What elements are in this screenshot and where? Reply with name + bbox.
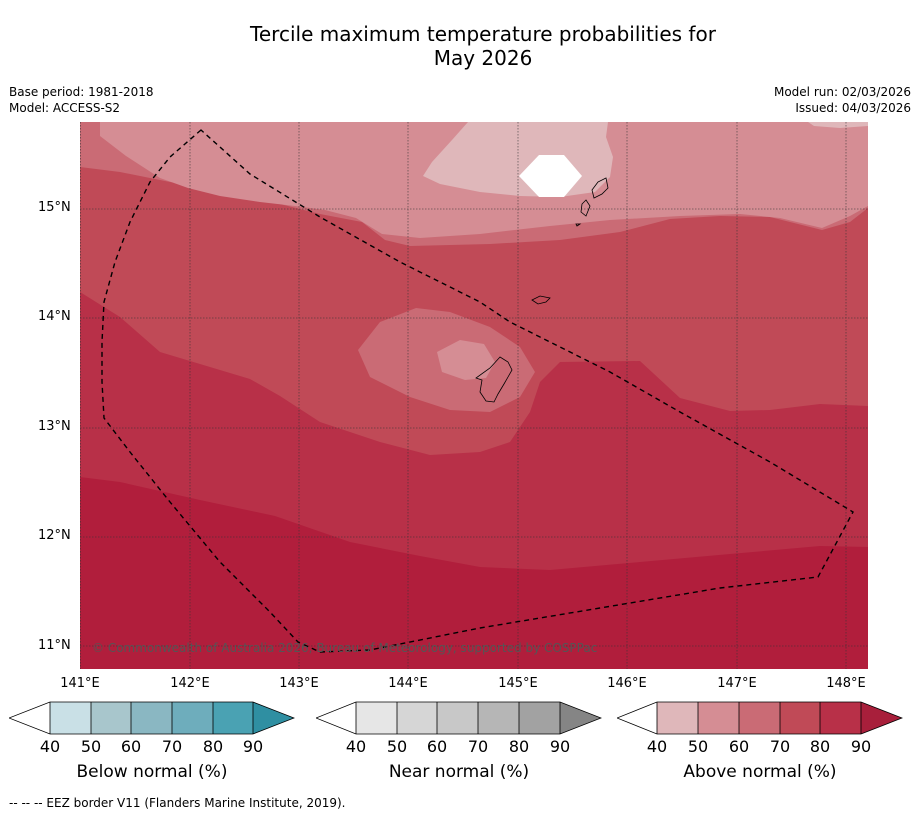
legend-below-swatch-50 [91,702,131,734]
copyright-credit: © Commonwealth of Australia 2026, Bureau… [92,641,598,655]
legend-below-swatch-80 [213,702,253,734]
legend-near-tick: 50 [386,737,408,756]
lon-label-148e: 148°E [826,676,866,691]
legend-near-tick: 60 [426,737,448,756]
legend-near-tick: 70 [467,737,489,756]
legend-above-swatch-70 [780,702,820,734]
chart-title: Tercile maximum temperature probabilitie… [0,22,919,70]
legend-above-swatch-80 [820,702,861,734]
legend-near-normal: 40 50 60 70 80 90 Near normal (%) [314,700,603,782]
legend-below-swatch-60 [131,702,172,734]
legend-near-swatch-60 [437,702,478,734]
island-guam [475,356,513,403]
legend-above-tick: 40 [646,737,668,756]
island-aguijan [575,223,582,227]
lat-label-12n: 12°N [38,528,71,543]
base-period: Base period: 1981-2018 [9,85,154,99]
legend-above-tick: 80 [809,737,831,756]
meta-right: Model run: 02/03/2026 Issued: 04/03/2026 [774,84,911,116]
legend-near-bar [314,701,603,735]
probability-map: © Commonwealth of Australia 2026, Bureau… [80,122,868,669]
legend-near-tick: 90 [549,737,571,756]
island-tinian [580,199,591,217]
eez-border [101,129,854,653]
legend-near-swatch-40 [356,702,397,734]
legend-above-bar [615,701,904,735]
legend-below-swatch-70 [172,702,213,734]
lon-label-141e: 141°E [60,676,100,691]
lon-label-143e: 143°E [279,676,319,691]
legend-above-swatch-40 [657,702,698,734]
zone-50-pocket [437,340,495,380]
legend-below-swatch-lt40 [9,702,50,734]
legend-above-tick: 50 [687,737,709,756]
zone-40-corner [808,122,868,128]
legend-near-swatch-lt40 [316,702,356,734]
lon-label-144e: 144°E [388,676,428,691]
legend-below-bar [7,701,296,735]
legend-near-tick: 40 [345,737,367,756]
legend-near-swatch-90 [560,702,601,734]
legend-below-normal: 40 50 60 70 80 90 Below normal (%) [7,700,296,782]
lon-label-147e: 147°E [717,676,757,691]
legend-above-caption: Above normal (%) [683,762,837,782]
legend-below-tick: 50 [80,737,102,756]
legend-near-swatch-50 [397,702,437,734]
legend-above-tick: 70 [769,737,791,756]
legend-below-caption: Below normal (%) [76,762,228,782]
legend-near-caption: Near normal (%) [388,762,530,782]
legend-below-tick: 70 [161,737,183,756]
lat-label-15n: 15°N [38,200,71,215]
legend-below-tick: 40 [39,737,61,756]
issued-date: Issued: 04/03/2026 [795,101,911,115]
legend-below-tick: 90 [242,737,264,756]
lat-label-13n: 13°N [38,419,71,434]
legend-below-tick: 80 [202,737,224,756]
legend-below-swatch-90 [253,702,294,734]
lon-label-142e: 142°E [170,676,210,691]
legend-above-normal: 40 50 60 70 80 90 Above normal (%) [615,700,904,782]
model-run: Model run: 02/03/2026 [773,85,911,99]
eez-footnote: -- -- -- EEZ border V11 (Flanders Marine… [9,796,346,810]
legend-above-swatch-50 [698,702,739,734]
island-saipan [591,177,609,199]
lat-label-14n: 14°N [38,309,71,324]
zone-below-40 [519,155,582,197]
legend-above-tick: 90 [850,737,872,756]
lat-label-11n: 11°N [38,638,71,653]
legend-near-tick: 80 [508,737,530,756]
islands [475,177,609,403]
legend-near-swatch-80 [519,702,560,734]
legend-below-tick: 60 [120,737,142,756]
graticule [80,122,868,669]
model-name: Model: ACCESS-S2 [9,101,121,115]
legend-above-swatch-60 [739,702,780,734]
legend-above-swatch-lt40 [617,702,657,734]
title-line-1: Tercile maximum temperature probabilitie… [250,22,716,46]
legend-above-swatch-90 [861,702,902,734]
lon-label-145e: 145°E [498,676,538,691]
lon-label-146e: 146°E [607,676,647,691]
legend-below-swatch-40 [50,702,91,734]
island-rota [531,295,551,305]
title-line-2: May 2026 [433,46,533,70]
map-canvas [80,122,868,669]
legend-above-tick: 60 [728,737,750,756]
legend-near-swatch-70 [478,702,519,734]
meta-left: Base period: 1981-2018 Model: ACCESS-S2 [9,84,154,116]
